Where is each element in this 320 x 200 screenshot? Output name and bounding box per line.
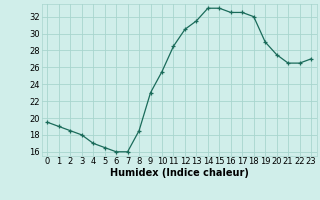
X-axis label: Humidex (Indice chaleur): Humidex (Indice chaleur) xyxy=(110,168,249,178)
